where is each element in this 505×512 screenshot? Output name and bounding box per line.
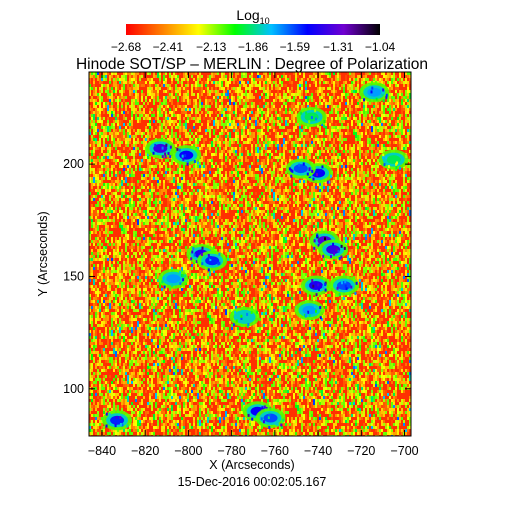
polarization-region — [197, 250, 228, 272]
polarization-region — [378, 149, 409, 170]
colorbar-tick-label: −1.31 — [323, 40, 354, 54]
colorbar-tick-label: −2.13 — [196, 40, 227, 54]
polarization-region — [229, 306, 260, 328]
polarization-region — [171, 145, 202, 166]
y-tick-label: 200 — [63, 157, 84, 171]
colorbar-tick-labels: −2.68 −2.41 −2.13 −1.86 −1.59 −1.31 −1.04 — [111, 40, 396, 54]
plot-frame — [88, 71, 412, 437]
heatmap-image — [89, 72, 411, 436]
x-tick-label: −700 — [390, 444, 418, 458]
polarization-region — [300, 275, 331, 297]
polarization-region — [102, 410, 133, 431]
y-tick-label: 150 — [63, 269, 84, 283]
polarization-region — [285, 158, 316, 179]
polarization-region — [359, 82, 390, 103]
y-tick-label: 100 — [63, 382, 84, 396]
colorbar-tick-label: −1.86 — [238, 40, 269, 54]
colorbar-tick-label: −2.68 — [111, 40, 142, 54]
polarization-region — [145, 138, 176, 159]
polarization-region — [158, 268, 189, 289]
chart-title: Hinode SOT/SP – MERLIN : Degree of Polar… — [76, 56, 428, 73]
x-tick-label: −720 — [347, 444, 375, 458]
x-tick-label: −740 — [304, 444, 332, 458]
colorbar-label: Log10 — [236, 7, 269, 26]
polarization-region — [294, 300, 325, 321]
polarization-region — [255, 408, 286, 429]
x-tick-label: −780 — [218, 444, 246, 458]
heatmap-regions — [102, 82, 409, 431]
x-tick-label: −760 — [261, 444, 289, 458]
x-axis-label: X (Arcseconds) — [209, 458, 294, 472]
colorbar — [126, 24, 380, 35]
y-axis-label: Y (Arcseconds) — [36, 211, 50, 296]
colorbar-tick-label: −2.41 — [153, 40, 184, 54]
polarization-region — [329, 275, 360, 297]
x-axis-ticks: −840 −820 −800 −780 −760 −740 −720 −700 — [88, 72, 419, 458]
y-axis-ticks: 100 150 200 — [63, 157, 411, 396]
polarization-region — [318, 239, 349, 261]
x-tick-label: −820 — [131, 444, 159, 458]
colorbar-tick-label: −1.59 — [280, 40, 311, 54]
x-tick-label: −840 — [88, 444, 116, 458]
polarization-region — [296, 106, 327, 128]
colorbar-tick-label: −1.04 — [365, 40, 396, 54]
timestamp: 15-Dec-2016 00:02:05.167 — [178, 475, 327, 489]
x-tick-label: −800 — [174, 444, 202, 458]
